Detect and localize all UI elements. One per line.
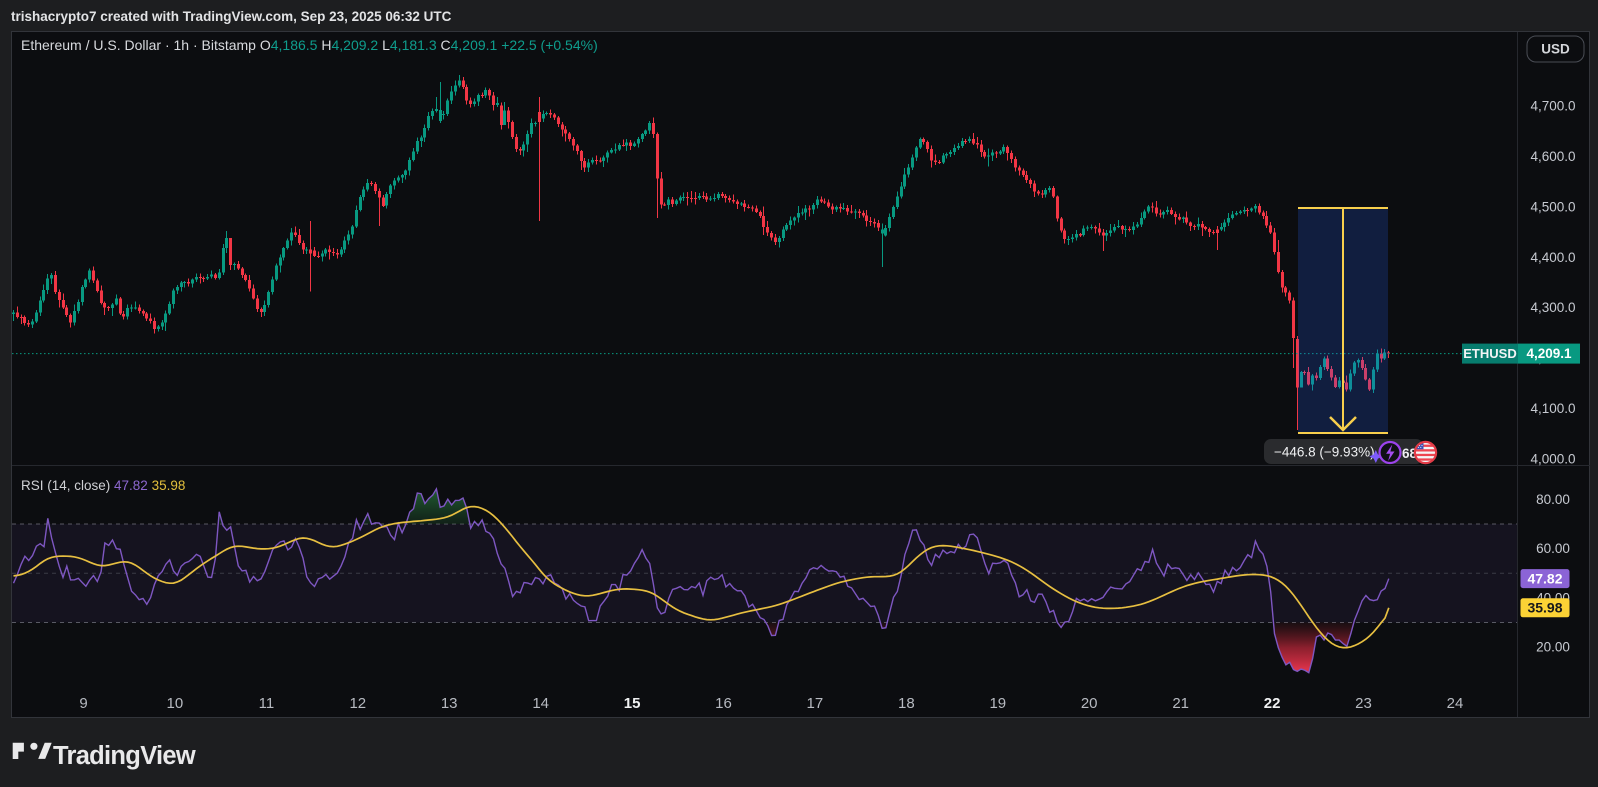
svg-text:Ethereum / U.S. Dollar · 1h ·: Ethereum / U.S. Dollar · 1h · Bitstamp O… — [21, 37, 598, 53]
svg-text:10: 10 — [167, 695, 184, 712]
svg-text:11: 11 — [259, 695, 275, 712]
svg-text:20: 20 — [1081, 695, 1098, 712]
svg-text:4,100.0: 4,100.0 — [1530, 401, 1575, 416]
svg-text:9: 9 — [79, 695, 87, 712]
svg-text:68: 68 — [1402, 446, 1418, 461]
svg-text:RSI (14, close) 47.82 35.98: RSI (14, close) 47.82 35.98 — [21, 478, 185, 493]
svg-text:14: 14 — [532, 695, 549, 712]
svg-text:4,500.0: 4,500.0 — [1530, 199, 1575, 214]
svg-text:18: 18 — [898, 695, 915, 712]
svg-text:17: 17 — [807, 695, 824, 712]
svg-text:47.82: 47.82 — [1527, 570, 1562, 586]
svg-text:21: 21 — [1172, 695, 1189, 712]
svg-text:4,300.0: 4,300.0 — [1530, 300, 1575, 315]
svg-text:24: 24 — [1447, 695, 1464, 712]
svg-text:60.00: 60.00 — [1536, 541, 1570, 556]
svg-text:20.00: 20.00 — [1536, 640, 1570, 655]
svg-text:TradingView: TradingView — [53, 742, 196, 770]
svg-text:23: 23 — [1355, 695, 1372, 712]
svg-text:−446.8 (−9.93%): −446.8 (−9.93%) — [1274, 445, 1375, 460]
svg-text:13: 13 — [441, 695, 458, 712]
svg-text:15: 15 — [624, 695, 641, 712]
svg-text:22: 22 — [1264, 695, 1281, 712]
svg-text:trishacrypto7 created with Tra: trishacrypto7 created with TradingView.c… — [11, 9, 452, 24]
svg-text:4,000.0: 4,000.0 — [1530, 452, 1575, 467]
svg-text:4,209.1: 4,209.1 — [1526, 346, 1572, 361]
svg-text:USD: USD — [1541, 42, 1570, 57]
svg-text:80.00: 80.00 — [1536, 492, 1570, 507]
svg-text:ETHUSD: ETHUSD — [1463, 346, 1516, 361]
svg-text:16: 16 — [715, 695, 732, 712]
svg-text:4,600.0: 4,600.0 — [1530, 149, 1575, 164]
svg-text:35.98: 35.98 — [1527, 600, 1562, 616]
svg-text:4,400.0: 4,400.0 — [1530, 250, 1575, 265]
svg-text:12: 12 — [349, 695, 366, 712]
svg-text:19: 19 — [989, 695, 1006, 712]
svg-text:4,700.0: 4,700.0 — [1530, 99, 1575, 114]
